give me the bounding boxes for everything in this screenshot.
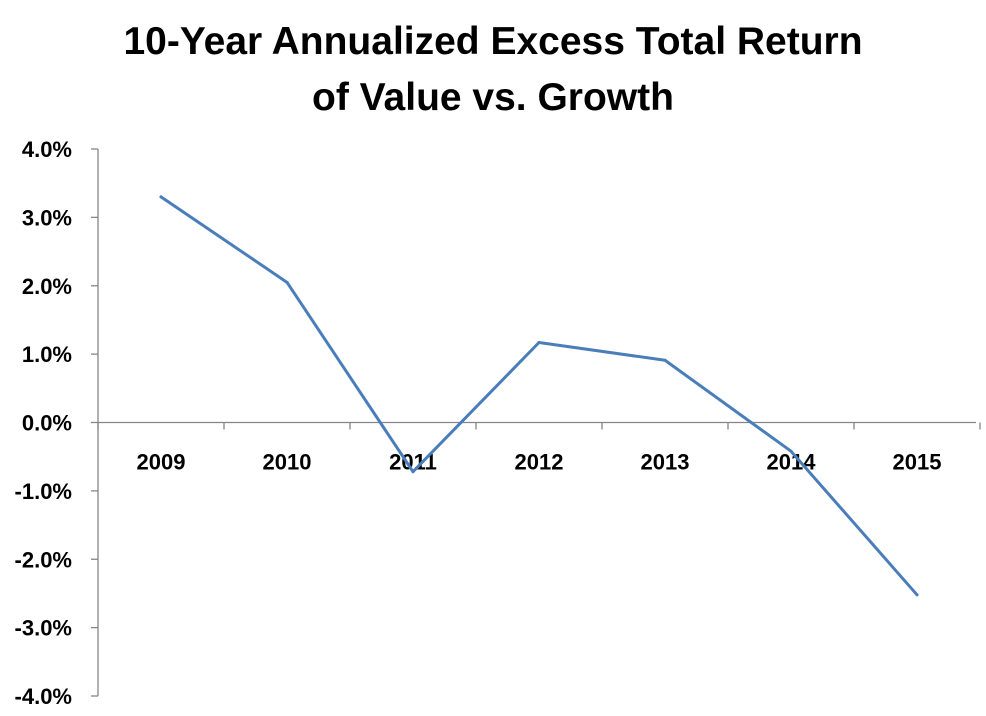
- chart-title-line-1: 10-Year Annualized Excess Total Return: [123, 20, 863, 63]
- chart-title-line-2: of Value vs. Growth: [312, 76, 674, 119]
- series-line: [159, 195, 919, 597]
- data-point: [663, 358, 667, 362]
- y-tick-label: 4.0%: [22, 137, 72, 162]
- data-point: [159, 195, 163, 199]
- x-tick-label: 2013: [641, 450, 690, 475]
- data-point: [411, 470, 415, 474]
- series-group: [159, 195, 919, 597]
- chart-title: 10-Year Annualized Excess Total Return o…: [0, 14, 986, 126]
- y-tick-label: -3.0%: [15, 616, 72, 641]
- data-point: [915, 593, 919, 597]
- y-tick-label: -4.0%: [15, 684, 72, 709]
- x-tick-label: 2015: [893, 450, 942, 475]
- y-tick-label: 0.0%: [22, 411, 72, 436]
- y-tick-label: 2.0%: [22, 274, 72, 299]
- x-axis: 2009 2010 2011 2012 2013 2014 2015: [97, 421, 981, 475]
- x-tick-label: 2010: [263, 450, 312, 475]
- data-point: [789, 449, 793, 453]
- data-point: [537, 341, 541, 345]
- y-axis: 4.0% 3.0% 2.0% 1.0% 0.0% -1.0% -2.0% -3.0% -4.0%: [15, 137, 99, 709]
- data-point: [285, 280, 289, 284]
- y-tick-label: 3.0%: [22, 205, 72, 230]
- y-tick-label: -2.0%: [15, 547, 72, 572]
- x-tick-label: 2009: [137, 450, 186, 475]
- y-tick-label: 1.0%: [22, 342, 72, 367]
- x-tick-label: 2012: [515, 450, 564, 475]
- y-tick-label: -1.0%: [15, 479, 72, 504]
